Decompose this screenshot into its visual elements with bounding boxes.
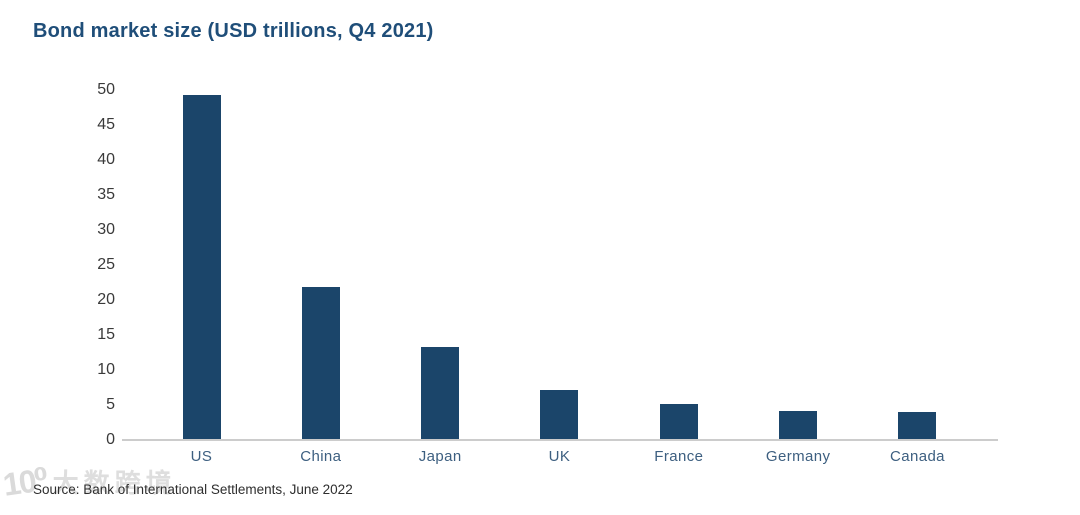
chart-title: Bond market size (USD trillions, Q4 2021… — [33, 20, 434, 42]
y-axis-tick-label: 25 — [97, 256, 115, 273]
y-axis-tick-label: 50 — [97, 81, 115, 98]
x-axis-label-us: US — [190, 448, 213, 465]
source-note: Source: Bank of International Settlement… — [33, 482, 353, 497]
y-axis-tick-label: 35 — [97, 186, 115, 203]
bar-france — [659, 403, 698, 441]
y-axis-tick-label: 0 — [106, 431, 115, 448]
y-axis-tick-label: 10 — [97, 361, 115, 378]
bar-us — [182, 94, 221, 441]
x-axis-line — [122, 439, 998, 441]
y-axis-tick-label: 5 — [106, 396, 115, 413]
watermark: 10⁰ 大数跨境 — [1, 461, 177, 503]
bar-germany — [779, 410, 818, 441]
y-axis-tick-label: 40 — [97, 151, 115, 168]
y-axis-tick-label: 45 — [97, 116, 115, 133]
y-axis-tick-label: 15 — [97, 326, 115, 343]
x-axis-label-france: France — [654, 448, 704, 465]
bar-canada — [898, 412, 937, 441]
bar-china — [301, 286, 340, 441]
x-axis-label-canada: Canada — [889, 448, 945, 465]
y-axis-tick-label: 30 — [97, 221, 115, 238]
x-axis-label-japan: Japan — [418, 448, 462, 465]
y-axis-tick-label: 20 — [97, 291, 115, 308]
watermark-text: 大数跨境 — [52, 468, 177, 498]
x-axis-label-china: China — [300, 448, 342, 465]
bar-uk — [540, 390, 579, 441]
x-axis-label-uk: UK — [548, 448, 571, 465]
bar-japan — [421, 346, 460, 441]
x-axis-label-germany: Germany — [765, 448, 831, 465]
